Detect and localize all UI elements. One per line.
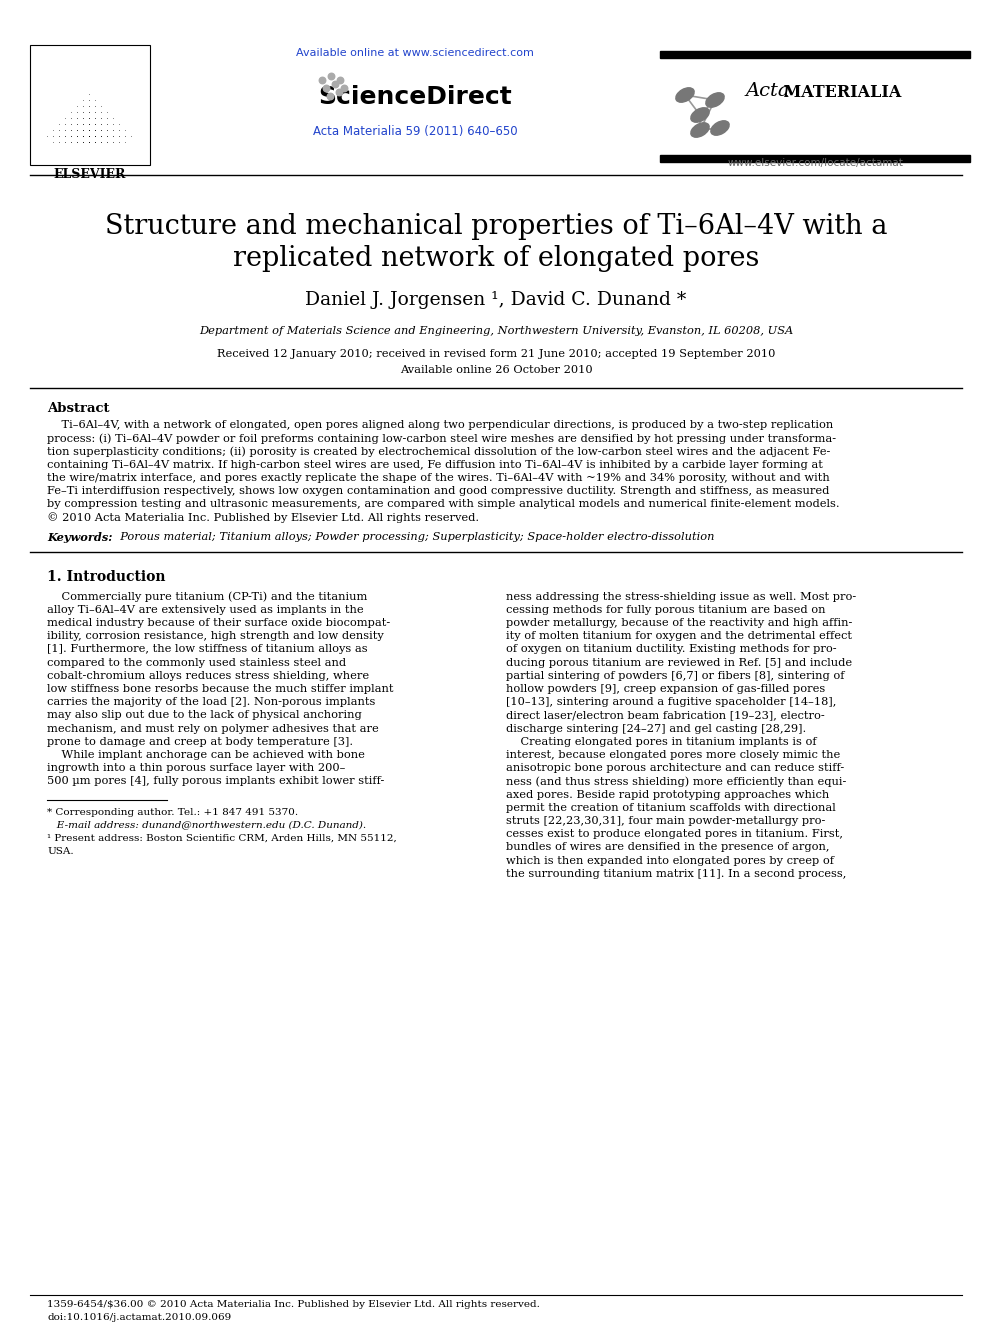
Bar (660, 155, 970, 161)
Point (323, 65, 339, 86)
Text: ibility, corrosion resistance, high strength and low density: ibility, corrosion resistance, high stre… (47, 631, 384, 642)
Text: carries the majority of the load [2]. Non-porous implants: carries the majority of the load [2]. No… (47, 697, 375, 708)
Text: Available online 26 October 2010: Available online 26 October 2010 (400, 365, 592, 374)
Text: containing Ti–6Al–4V matrix. If high-carbon steel wires are used, Fe diffusion i: containing Ti–6Al–4V matrix. If high-car… (47, 459, 823, 470)
Text: MATERIALIA: MATERIALIA (778, 83, 902, 101)
Text: permit the creation of titanium scaffolds with directional: permit the creation of titanium scaffold… (506, 803, 835, 812)
Text: Acta Materialia 59 (2011) 640–650: Acta Materialia 59 (2011) 640–650 (312, 124, 517, 138)
Text: doi:10.1016/j.actamat.2010.09.069: doi:10.1016/j.actamat.2010.09.069 (47, 1312, 231, 1322)
Text: alloy Ti–6Al–4V are extensively used as implants in the: alloy Ti–6Al–4V are extensively used as … (47, 605, 364, 615)
Text: prone to damage and creep at body temperature [3].: prone to damage and creep at body temper… (47, 737, 353, 746)
Text: the surrounding titanium matrix [11]. In a second process,: the surrounding titanium matrix [11]. In… (506, 869, 846, 878)
Text: 1. Introduction: 1. Introduction (47, 570, 166, 583)
Text: interest, because elongated pores more closely mimic the: interest, because elongated pores more c… (506, 750, 840, 759)
Text: Ti–6Al–4V, with a network of elongated, open pores aligned along two perpendicul: Ti–6Al–4V, with a network of elongated, … (47, 419, 833, 430)
Text: low stiffness bone resorbs because the much stiffer implant: low stiffness bone resorbs because the m… (47, 684, 394, 695)
Text: direct laser/electron beam fabrication [19–23], electro-: direct laser/electron beam fabrication [… (506, 710, 824, 721)
Text: compared to the commonly used stainless steel and: compared to the commonly used stainless … (47, 658, 346, 668)
Text: mechanism, and must rely on polymer adhesives that are: mechanism, and must rely on polymer adhe… (47, 724, 379, 733)
Text: ducing porous titanium are reviewed in Ref. [5] and include: ducing porous titanium are reviewed in R… (506, 658, 852, 668)
Text: Porous material; Titanium alloys; Powder processing; Superplasticity; Space-hold: Porous material; Titanium alloys; Powder… (113, 532, 714, 541)
Text: While implant anchorage can be achieved with bone: While implant anchorage can be achieved … (47, 750, 365, 759)
Text: medical industry because of their surface oxide biocompat-: medical industry because of their surfac… (47, 618, 390, 628)
Text: www.elsevier.com/locate/actamat: www.elsevier.com/locate/actamat (727, 157, 903, 168)
Text: powder metallurgy, because of the reactivity and high affin-: powder metallurgy, because of the reacti… (506, 618, 852, 628)
Text: Abstract: Abstract (47, 402, 109, 415)
Text: Commercially pure titanium (CP-Ti) and the titanium: Commercially pure titanium (CP-Ti) and t… (47, 591, 367, 602)
Text: ELSEVIER: ELSEVIER (54, 168, 126, 181)
Text: hollow powders [9], creep expansion of gas-filled pores: hollow powders [9], creep expansion of g… (506, 684, 825, 695)
Text: ¹ Present address: Boston Scientific CRM, Arden Hills, MN 55112,: ¹ Present address: Boston Scientific CRM… (47, 833, 397, 843)
Ellipse shape (690, 123, 709, 138)
Text: axed pores. Beside rapid prototyping approaches which: axed pores. Beside rapid prototyping app… (506, 790, 829, 799)
Text: by compression testing and ultrasonic measurements, are compared with simple ana: by compression testing and ultrasonic me… (47, 499, 839, 509)
Ellipse shape (706, 93, 724, 107)
Text: ity of molten titanium for oxygen and the detrimental effect: ity of molten titanium for oxygen and th… (506, 631, 852, 642)
Text: which is then expanded into elongated pores by creep of: which is then expanded into elongated po… (506, 856, 834, 865)
Point (318, 78, 334, 99)
Text: bundles of wires are densified in the presence of argon,: bundles of wires are densified in the pr… (506, 843, 829, 852)
Text: tion superplasticity conditions; (ii) porosity is created by electrochemical dis: tion superplasticity conditions; (ii) po… (47, 446, 830, 456)
Ellipse shape (711, 120, 729, 135)
Ellipse shape (676, 87, 694, 102)
Text: ingrowth into a thin porous surface layer with 200–: ingrowth into a thin porous surface laye… (47, 763, 345, 773)
Text: * Corresponding author. Tel.: +1 847 491 5370.: * Corresponding author. Tel.: +1 847 491… (47, 807, 299, 816)
Text: Acta: Acta (745, 82, 790, 101)
Text: USA.: USA. (47, 847, 73, 856)
Text: cesses exist to produce elongated pores in titanium. First,: cesses exist to produce elongated pores … (506, 830, 843, 839)
Text: the wire/matrix interface, and pores exactly replicate the shape of the wires. T: the wire/matrix interface, and pores exa… (47, 472, 829, 483)
Text: discharge sintering [24–27] and gel casting [28,29].: discharge sintering [24–27] and gel cast… (506, 724, 806, 733)
Text: anisotropic bone porous architecture and can reduce stiff-: anisotropic bone porous architecture and… (506, 763, 844, 773)
Point (336, 78, 352, 99)
Text: 1359-6454/$36.00 © 2010 Acta Materialia Inc. Published by Elsevier Ltd. All righ: 1359-6454/$36.00 © 2010 Acta Materialia … (47, 1301, 540, 1308)
Text: E-mail address: dunand@northwestern.edu (D.C. Dunand).: E-mail address: dunand@northwestern.edu … (47, 820, 366, 830)
Ellipse shape (690, 107, 709, 122)
Text: [1]. Furthermore, the low stiffness of titanium alloys as: [1]. Furthermore, the low stiffness of t… (47, 644, 368, 655)
Bar (660, 52, 970, 58)
Text: Department of Materials Science and Engineering, Northwestern University, Evanst: Department of Materials Science and Engi… (198, 325, 794, 336)
Point (327, 73, 343, 94)
Text: ness (and thus stress shielding) more efficiently than equi-: ness (and thus stress shielding) more ef… (506, 777, 846, 787)
Text: Creating elongated pores in titanium implants is of: Creating elongated pores in titanium imp… (506, 737, 816, 746)
Text: ness addressing the stress-shielding issue as well. Most pro-: ness addressing the stress-shielding iss… (506, 591, 856, 602)
Text: © 2010 Acta Materialia Inc. Published by Elsevier Ltd. All rights reserved.: © 2010 Acta Materialia Inc. Published by… (47, 512, 479, 523)
Point (314, 69, 330, 90)
Text: Available online at www.sciencedirect.com: Available online at www.sciencedirect.co… (296, 48, 534, 58)
Text: partial sintering of powders [6,7] or fibers [8], sintering of: partial sintering of powders [6,7] or fi… (506, 671, 844, 681)
Point (332, 69, 348, 90)
Point (322, 86, 338, 107)
Text: replicated network of elongated pores: replicated network of elongated pores (233, 245, 759, 273)
Text: 500 µm pores [4], fully porous implants exhibit lower stiff-: 500 µm pores [4], fully porous implants … (47, 777, 384, 786)
Text: [10–13], sintering around a fugitive spaceholder [14–18],: [10–13], sintering around a fugitive spa… (506, 697, 836, 708)
Text: of oxygen on titanium ductility. Existing methods for pro-: of oxygen on titanium ductility. Existin… (506, 644, 836, 655)
Text: struts [22,23,30,31], four main powder-metallurgy pro-: struts [22,23,30,31], four main powder-m… (506, 816, 825, 826)
Text: Structure and mechanical properties of Ti–6Al–4V with a: Structure and mechanical properties of T… (105, 213, 887, 239)
Text: process: (i) Ti–6Al–4V powder or foil preforms containing low-carbon steel wire : process: (i) Ti–6Al–4V powder or foil pr… (47, 433, 836, 443)
Text: Daniel J. Jorgensen ¹, David C. Dunand *: Daniel J. Jorgensen ¹, David C. Dunand * (306, 291, 686, 310)
Text: cobalt-chromium alloys reduces stress shielding, where: cobalt-chromium alloys reduces stress sh… (47, 671, 369, 681)
Text: ScienceDirect: ScienceDirect (318, 85, 512, 108)
Point (331, 82, 347, 103)
Text: Received 12 January 2010; received in revised form 21 June 2010; accepted 19 Sep: Received 12 January 2010; received in re… (217, 349, 775, 359)
Text: cessing methods for fully porous titanium are based on: cessing methods for fully porous titaniu… (506, 605, 825, 615)
Bar (30, 45, 150, 165)
Text: may also slip out due to the lack of physical anchoring: may also slip out due to the lack of phy… (47, 710, 362, 721)
Text: Fe–Ti interdiffusion respectively, shows low oxygen contamination and good compr: Fe–Ti interdiffusion respectively, shows… (47, 486, 829, 496)
Text: Keywords:: Keywords: (47, 532, 112, 542)
